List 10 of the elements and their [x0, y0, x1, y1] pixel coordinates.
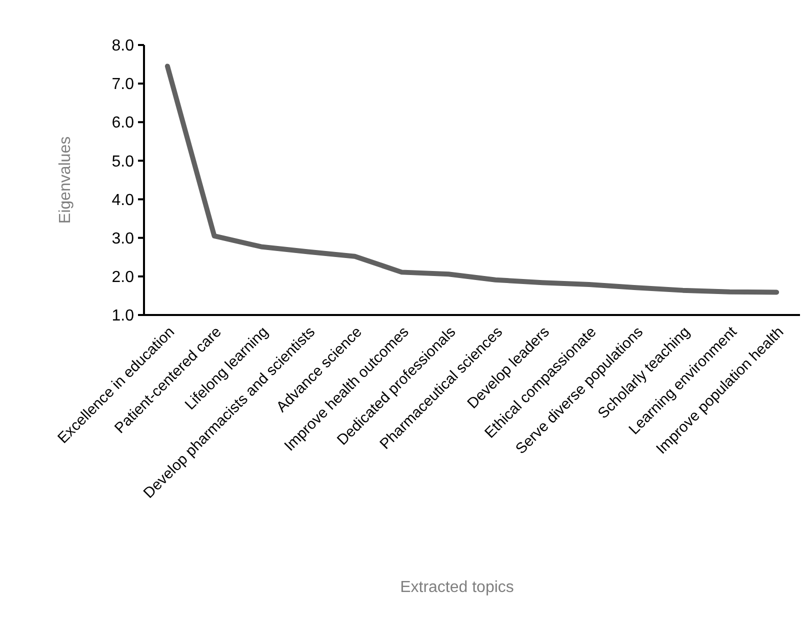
x-axis-title: Extracted topics	[400, 579, 514, 596]
y-tick-label: 4.0	[112, 192, 134, 209]
y-axis-title: Eigenvalues	[57, 136, 74, 224]
y-tick-label: 7.0	[112, 76, 134, 94]
y-tick-label: 1.0	[112, 308, 134, 325]
y-tick-label: 8.0	[112, 38, 134, 55]
y-tick-label: 2.0	[112, 269, 134, 286]
y-tick-label: 3.0	[112, 230, 134, 248]
y-tick-label: 6.0	[112, 114, 134, 132]
y-tick-label: 5.0	[112, 153, 134, 170]
